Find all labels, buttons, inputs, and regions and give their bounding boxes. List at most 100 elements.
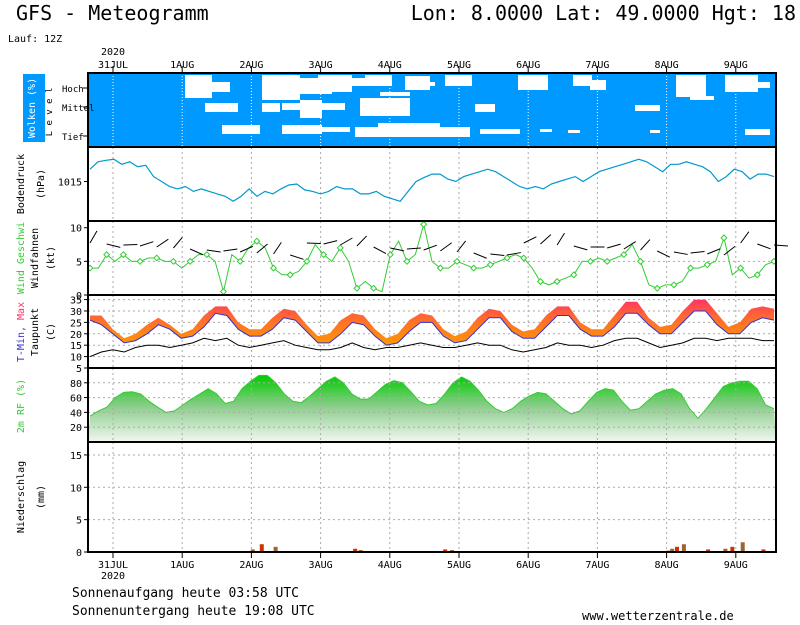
- top-date-label-0: 31JUL: [98, 60, 128, 71]
- humidity-ytick-label-1: 40: [70, 408, 82, 419]
- precip-bar: [353, 548, 358, 552]
- wind-barb: [757, 243, 771, 250]
- temperature-ytick-label-6: 35: [70, 296, 82, 307]
- precip-bar: [723, 548, 728, 552]
- temperature-max-label: Max: [16, 302, 27, 326]
- cloud-gap: [360, 98, 410, 116]
- wind-speed-axis-label: Wind Geschwi: [16, 222, 27, 294]
- wind-speed-point: [420, 220, 428, 228]
- wind-speed-point: [687, 264, 695, 272]
- wind-speed-point: [103, 251, 111, 259]
- cloud-gap: [573, 75, 592, 86]
- wind-speed-point: [436, 264, 444, 272]
- wind-barb: [290, 254, 304, 260]
- wind-barb: [473, 252, 487, 259]
- top-date-label-1: 1AUG: [170, 60, 194, 71]
- wind-speed-point: [637, 257, 645, 265]
- cloud-gap: [745, 129, 770, 135]
- sunset-text: Sonnenuntergang heute 19:08 UTC: [72, 604, 315, 619]
- top-date-label-2: 2AUG: [239, 60, 263, 71]
- wind-barb: [456, 240, 467, 253]
- cloud-gap: [590, 80, 606, 90]
- temperature-axis-label: T-Min, Max: [16, 302, 27, 362]
- precip-bar: [740, 542, 745, 552]
- humidity-ytick-label-2: 60: [70, 394, 82, 405]
- cloud-gap: [650, 130, 660, 133]
- bottom-date-label-9: 9AUG: [724, 560, 748, 571]
- wind-barb: [156, 238, 169, 248]
- top-date-label-4: 4AUG: [378, 60, 402, 71]
- wind-speed-point: [186, 257, 194, 265]
- pressure-panel-frame: [87, 146, 777, 222]
- bottom-year-label: 2020: [101, 571, 125, 582]
- cloud-gap: [194, 82, 230, 92]
- temperature-ytick-label-3: 20: [70, 330, 82, 341]
- wind-speed-point: [236, 257, 244, 265]
- bottom-date-label-0: 31JUL: [98, 560, 128, 571]
- wind-ytick-label-1: 5: [76, 257, 82, 268]
- wind-speed-point: [570, 271, 578, 279]
- wind-barb: [239, 245, 254, 253]
- wind-speed-point: [703, 261, 711, 269]
- top-date-label-3: 3AUG: [309, 60, 333, 71]
- pressure-axis-label: Bodendruck: [16, 154, 27, 214]
- humidity-axis-label: 2m RF (%): [16, 379, 27, 433]
- wind-barb: [189, 248, 204, 256]
- top-date-label-7: 7AUG: [585, 60, 609, 71]
- cloud-gap: [540, 129, 552, 132]
- temperature-unit-label: (C): [46, 323, 57, 341]
- precip-panel-frame: [87, 441, 777, 553]
- precip-bar: [706, 549, 711, 552]
- wind-speed-point: [586, 257, 595, 265]
- humidity-ytick-label-0: 20: [70, 423, 82, 434]
- wind-speed-point: [119, 251, 127, 259]
- wind-barb: [173, 236, 183, 249]
- humidity-area: [88, 375, 776, 442]
- humidity-line: [89, 374, 775, 420]
- wind-barb: [206, 249, 221, 253]
- cloud-gap: [425, 82, 435, 86]
- cloud-gap: [745, 82, 770, 88]
- wind-speed-point: [620, 251, 628, 259]
- wind-barb: [390, 247, 405, 252]
- cloud-gap: [676, 75, 706, 97]
- wind-speed-point: [670, 281, 678, 289]
- temperature-ytick-label-5: 30: [70, 307, 82, 318]
- bottom-date-label-4: 4AUG: [378, 560, 402, 571]
- wind-barb: [540, 234, 552, 245]
- top-year-label: 2020: [101, 47, 125, 58]
- wind-speed-point: [353, 284, 361, 292]
- clouds-level-label: L e v e l: [45, 88, 55, 137]
- cloud-gap: [405, 76, 430, 90]
- wind-speed-point: [303, 257, 311, 265]
- wind-speed-point: [520, 254, 528, 262]
- temperature-range-area: [90, 299, 774, 346]
- wind-barb: [440, 242, 452, 252]
- precip-bar: [761, 549, 766, 552]
- top-date-label-8: 8AUG: [655, 60, 679, 71]
- wind-barb: [490, 253, 505, 256]
- wind-speed-line: [90, 224, 775, 293]
- wind-barb: [356, 235, 368, 247]
- wind-speed-point: [219, 288, 227, 296]
- wind-barb: [657, 250, 671, 258]
- wind-barb: [423, 244, 437, 251]
- cloud-gap: [275, 78, 332, 94]
- temperature-ytick-label-1: 10: [70, 353, 82, 364]
- wind-barb: [523, 236, 537, 244]
- location-info: Lon: 8.0000 Lat: 49.0000 Hgt: 18: [410, 1, 796, 25]
- cloud-level-label-1: Mittel: [62, 104, 95, 114]
- wind-speed-point: [153, 254, 161, 262]
- wind-barb: [323, 240, 338, 245]
- temperature-min-label: T-Min,: [16, 326, 27, 362]
- wind-speed-point: [169, 257, 177, 265]
- page-title: GFS - Meteogramm: [16, 1, 209, 25]
- pressure-unit-label: (hPa): [36, 169, 47, 199]
- wind-speed-point: [386, 251, 394, 259]
- top-date-label-6: 6AUG: [516, 60, 540, 71]
- humidity-ytick-label-3: 80: [70, 379, 82, 390]
- top-date-label-5: 5AUG: [447, 60, 471, 71]
- wind-speed-point: [753, 271, 761, 279]
- wind-speed-point: [253, 237, 261, 245]
